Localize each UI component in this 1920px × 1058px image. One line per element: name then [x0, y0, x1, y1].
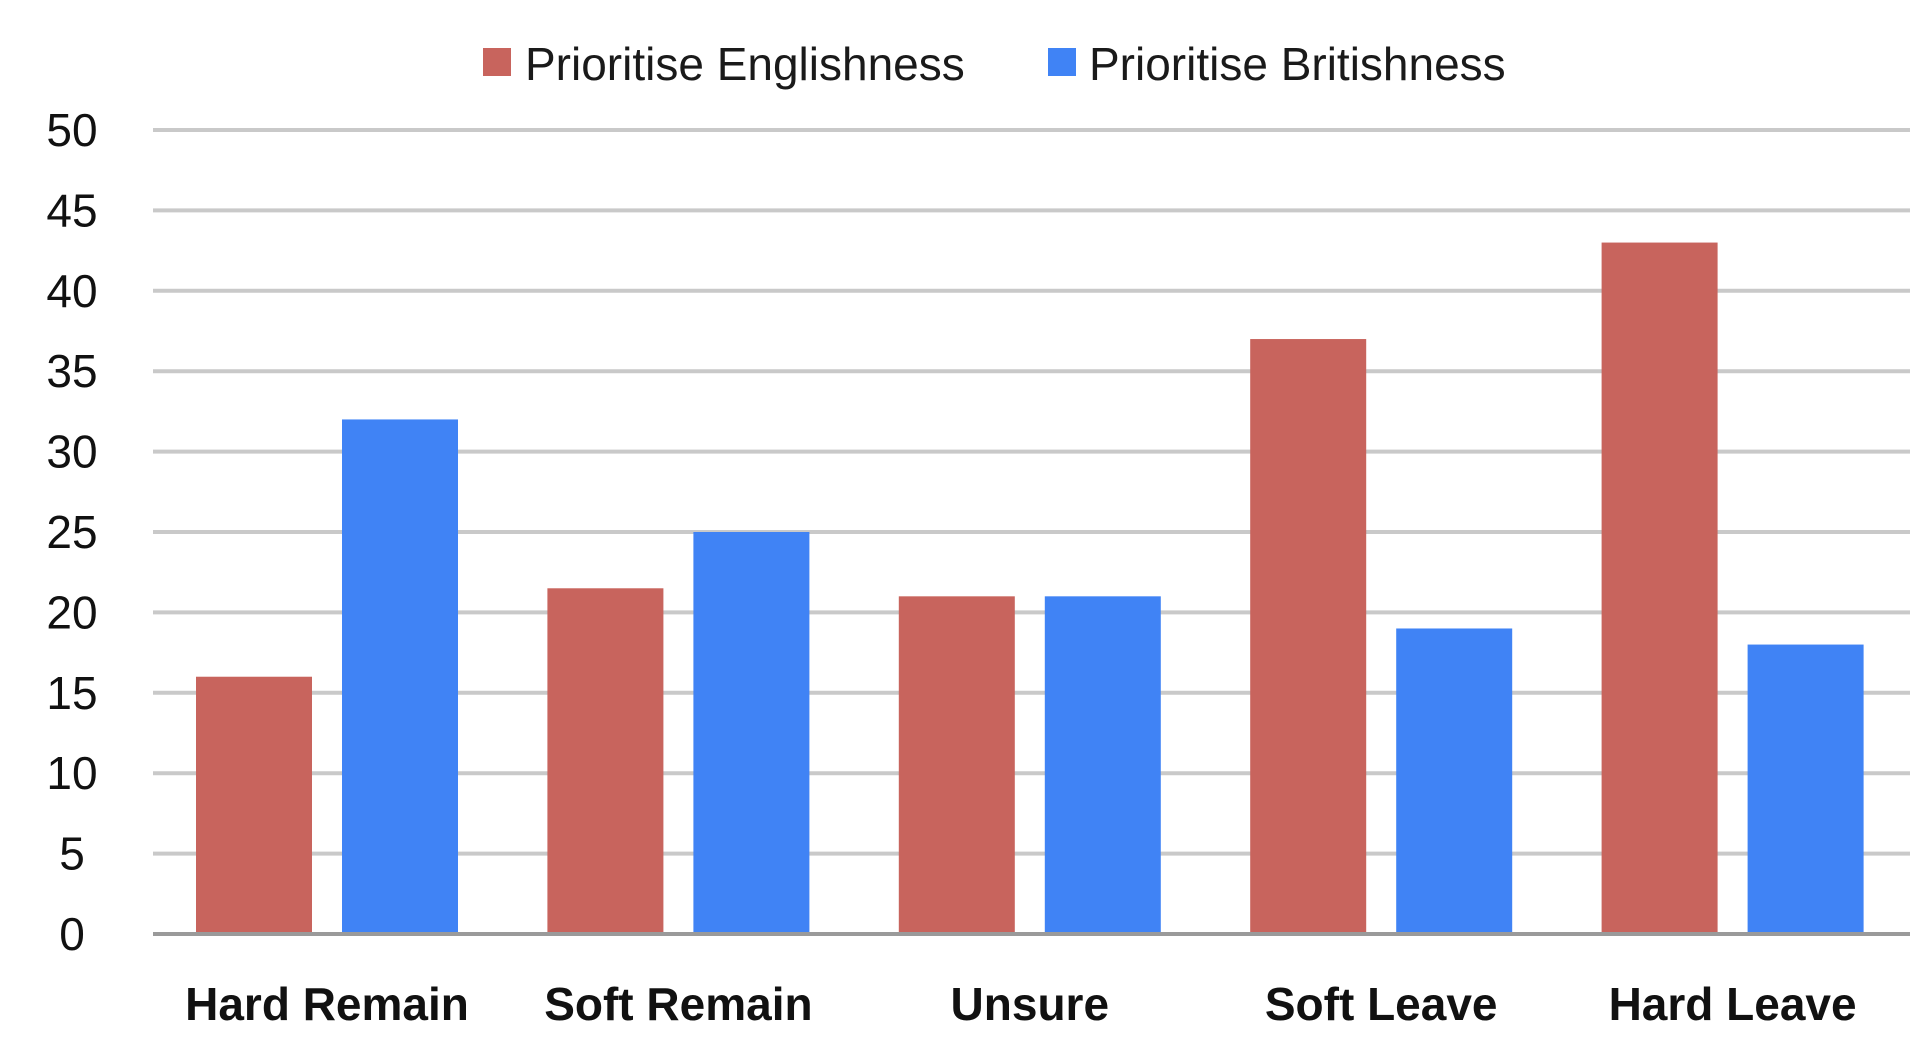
x-category-label: Unsure [951, 978, 1109, 1030]
bar-englishness-hard-remain [196, 676, 312, 934]
y-tick-label: 25 [46, 506, 97, 558]
y-tick-label: 50 [46, 104, 97, 156]
legend: Prioritise Englishness Prioritise Britis… [483, 38, 1506, 90]
bar-britishness-soft-leave [1396, 628, 1513, 934]
x-axis-category-labels: Hard Remain Soft Remain Unsure Soft Leave Ha… [185, 978, 1856, 1030]
legend-label-britishness: Prioritise Britishness [1089, 38, 1506, 90]
legend-swatch-britishness [1048, 48, 1076, 76]
bar-britishness-hard-remain [342, 419, 458, 934]
bar-britishness-unsure [1044, 596, 1161, 934]
y-tick-label: 10 [46, 747, 97, 799]
y-tick-label: 30 [46, 426, 97, 478]
bar-englishness-unsure [898, 596, 1015, 934]
y-tick-label: 40 [46, 265, 97, 317]
bars [196, 242, 1864, 934]
x-category-label: Soft Leave [1265, 978, 1498, 1030]
x-category-label: Soft Remain [544, 978, 812, 1030]
y-axis-ticks: 0 5 10 15 20 25 30 35 40 45 50 [46, 104, 97, 960]
bar-englishness-soft-leave [1250, 339, 1367, 934]
y-tick-label: 45 [46, 184, 97, 236]
bar-englishness-soft-remain [547, 588, 664, 934]
x-category-label: Hard Remain [185, 978, 469, 1030]
legend-swatch-englishness [483, 48, 511, 76]
y-tick-label: 20 [46, 586, 97, 638]
bar-englishness-hard-leave [1601, 242, 1718, 934]
y-tick-label: 15 [46, 667, 97, 719]
y-tick-label: 5 [59, 828, 85, 880]
y-tick-label: 0 [59, 908, 85, 960]
y-tick-label: 35 [46, 345, 97, 397]
x-category-label: Hard Leave [1609, 978, 1857, 1030]
bar-britishness-hard-leave [1747, 644, 1864, 934]
legend-label-englishness: Prioritise Englishness [525, 38, 965, 90]
bar-britishness-soft-remain [693, 532, 810, 934]
